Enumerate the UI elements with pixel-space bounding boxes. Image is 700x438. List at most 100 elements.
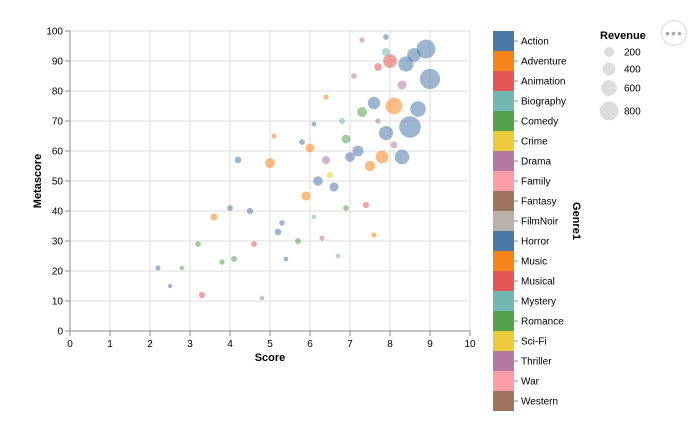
legend-label: Fantasy [521, 197, 557, 208]
legend-swatch [493, 371, 514, 391]
data-point [301, 191, 311, 201]
data-point [375, 150, 389, 164]
data-point [319, 235, 325, 241]
data-point [390, 141, 398, 149]
ellipsis-icon: ••• [665, 25, 683, 41]
legend-label: Romance [521, 317, 564, 328]
legend-label: Musical [521, 277, 555, 288]
data-point [195, 241, 201, 247]
legend-swatch [493, 31, 514, 51]
data-point [219, 259, 225, 265]
revenue-size-legend: Revenue 200 400 600 800 [599, 30, 646, 121]
legend-swatch [493, 191, 514, 211]
data-point [341, 134, 351, 144]
data-point [329, 182, 339, 192]
data-point [375, 118, 381, 124]
legend-label: War [521, 377, 540, 388]
data-point [274, 228, 282, 236]
x-tick-label: 5 [267, 339, 273, 350]
y-tick-label: 30 [52, 237, 64, 248]
data-point [321, 155, 331, 165]
legend-swatch [493, 331, 514, 351]
size-legend-label: 600 [624, 84, 641, 95]
legend-label: Music [521, 257, 547, 268]
data-point [381, 47, 391, 57]
x-axis-title: Score [255, 352, 286, 364]
data-point [367, 96, 381, 110]
data-point [397, 80, 407, 90]
data-point [362, 201, 370, 209]
data-point [407, 48, 421, 62]
legend-swatch [493, 291, 514, 311]
legend-swatch [493, 391, 514, 411]
data-point [410, 101, 426, 117]
data-point [311, 214, 317, 220]
color-legend-title: Genre1 [570, 202, 582, 240]
legend-label: Comedy [521, 117, 558, 128]
data-point [234, 156, 242, 164]
size-legend-label: 200 [624, 48, 641, 59]
x-tick-label: 4 [227, 339, 233, 350]
data-point [155, 265, 161, 271]
size-legend-label: 800 [624, 107, 641, 118]
data-point [227, 205, 233, 211]
data-point [419, 68, 441, 90]
legend-swatch [493, 211, 514, 231]
more-actions-button[interactable]: ••• [661, 20, 687, 46]
data-point [230, 255, 238, 263]
y-tick-label: 20 [52, 267, 64, 278]
legend-label: FilmNoir [521, 217, 559, 228]
data-point [383, 54, 397, 68]
data-point [264, 157, 276, 169]
data-point [313, 176, 323, 186]
data-point [352, 145, 364, 157]
data-point [351, 73, 357, 79]
y-tick-label: 10 [52, 297, 64, 308]
legend-swatch [493, 51, 514, 71]
data-point [283, 256, 289, 262]
legend-swatch [493, 351, 514, 371]
data-point [345, 152, 355, 162]
data-point [394, 149, 410, 165]
data-point [198, 291, 206, 299]
y-tick-label: 0 [57, 327, 63, 338]
size-legend-label: 400 [624, 65, 641, 76]
size-legend-circle [604, 47, 614, 57]
legend-swatch [493, 231, 514, 251]
x-tick-label: 0 [67, 339, 73, 350]
data-point [335, 253, 341, 259]
data-point [378, 125, 394, 141]
legend-label: Adventure [521, 57, 567, 68]
legend-label: Action [521, 37, 549, 48]
data-point [385, 97, 403, 115]
data-point [416, 39, 436, 59]
genre-color-legend: Action Adventure Animation Biography Comedy C… [493, 31, 567, 411]
legend-label: Thriller [521, 357, 552, 368]
data-point [356, 106, 368, 118]
data-point [167, 283, 173, 289]
data-point [246, 207, 254, 215]
x-tick-label: 2 [147, 339, 153, 350]
legend-swatch [493, 311, 514, 331]
data-point [323, 94, 329, 100]
legend-swatch [493, 251, 514, 271]
size-legend-circle [599, 101, 619, 121]
y-tick-label: 70 [52, 117, 64, 128]
x-tick-label: 3 [187, 339, 193, 350]
data-point [399, 116, 421, 138]
y-tick-label: 50 [52, 177, 64, 188]
x-tick-label: 1 [107, 339, 113, 350]
legend-swatch [493, 71, 514, 91]
legend-swatch [493, 111, 514, 131]
data-point [279, 220, 285, 226]
data-point [311, 121, 317, 127]
legend-swatch [493, 91, 514, 111]
size-legend-circle [602, 62, 616, 76]
data-point [179, 265, 185, 271]
legend-label: Sci-Fi [521, 337, 547, 348]
x-tick-label: 7 [347, 339, 353, 350]
data-point [338, 117, 346, 125]
y-tick-label: 90 [52, 57, 64, 68]
